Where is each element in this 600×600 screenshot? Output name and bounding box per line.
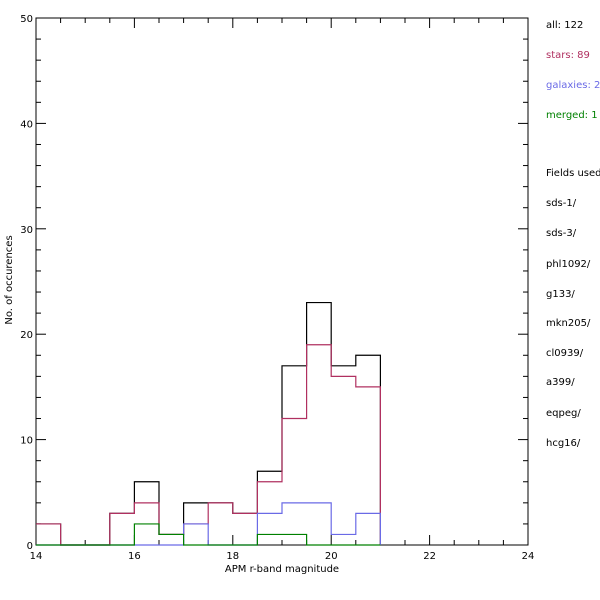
field-item: hcg16/ <box>546 438 581 449</box>
field-item: sds-3/ <box>546 228 577 239</box>
y-tick-label: 20 <box>20 330 33 341</box>
field-item: eqpeg/ <box>546 408 581 419</box>
y-tick-label: 30 <box>20 225 33 236</box>
field-item: phl1092/ <box>546 259 591 270</box>
field-item: g133/ <box>546 289 575 300</box>
axes: 14 16 18 20 22 24 0 10 20 30 40 50 <box>20 14 534 562</box>
field-item: sds-1/ <box>546 198 577 209</box>
histogram-series <box>36 301 381 546</box>
field-item: mkn205/ <box>546 318 591 329</box>
x-tick-label: 24 <box>522 551 535 562</box>
legend: all: 122 stars: 89 galaxies: 2 merged: 1… <box>546 0 600 600</box>
y-tick-label: 40 <box>20 119 33 130</box>
legend-galaxies: galaxies: 2 <box>546 80 600 91</box>
x-tick-label: 20 <box>325 551 338 562</box>
x-tick-label: 22 <box>423 551 436 562</box>
series-merged <box>36 523 381 546</box>
x-tick-label: 16 <box>128 551 141 562</box>
legend-all: all: 122 <box>546 20 584 31</box>
legend-stars: stars: 89 <box>546 50 590 61</box>
field-item: cl0939/ <box>546 348 584 359</box>
legend-merged: merged: 1 <box>546 110 598 121</box>
y-tick-label: 50 <box>20 14 33 25</box>
y-axis-label: No. of occurences <box>4 235 15 324</box>
x-tick-label: 18 <box>226 551 239 562</box>
fields-title: Fields used <box>546 168 600 179</box>
x-tick-label: 14 <box>30 551 43 562</box>
field-item: a399/ <box>546 377 575 388</box>
y-tick-label: 10 <box>20 436 33 447</box>
y-tick-label: 0 <box>27 541 33 552</box>
series-stars <box>36 344 381 546</box>
x-axis-label: APM r-band magnitude <box>225 564 339 575</box>
